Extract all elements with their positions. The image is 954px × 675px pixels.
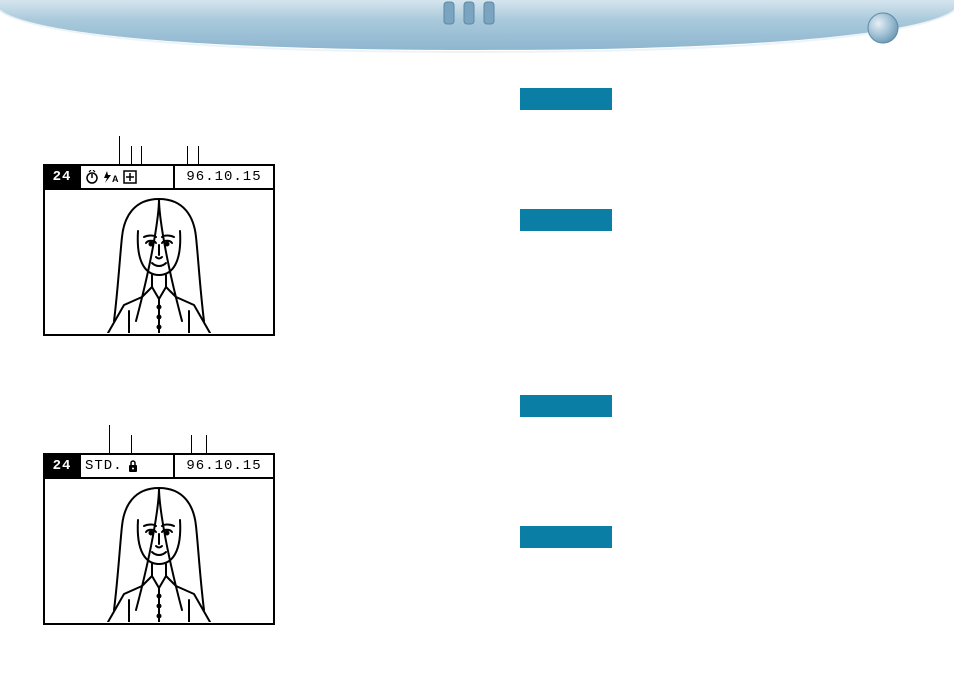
lock-icon [126,459,140,473]
lcd1-tick-d [187,146,188,164]
square-plus-icon [123,170,137,184]
lcd2-tick-a [109,425,110,453]
center-notches [444,2,494,24]
lcd-play: 24 STD. 96.10.15 [43,453,275,625]
svg-text:A: A [112,174,120,184]
record-date: 96.10.15 [175,166,273,188]
teal-marker-1 [520,88,612,110]
flash-auto-icon: A [102,170,120,184]
lcd-play-header: 24 STD. 96.10.15 [45,455,273,479]
lcd1-tick-e [198,146,199,164]
device-top-edge-svg [0,0,954,56]
lcd-record: 24 A 96.10.15 [43,164,275,336]
lcd2-tick-c [191,435,192,453]
lcd1-tick-b [131,146,132,164]
mode-label: STD. [85,458,123,474]
teal-marker-2 [520,209,612,231]
teal-marker-4 [520,526,612,548]
play-date: 96.10.15 [175,455,273,477]
lcd1-tick-c [141,146,142,164]
teal-marker-3 [520,395,612,417]
lcd-record-icons: A [79,166,175,188]
lcd-record-body [45,190,273,336]
portrait-illustration [74,193,244,333]
lcd2-tick-b [131,435,132,453]
frame-count-play: 24 [45,455,79,477]
frame-count: 24 [45,166,79,188]
device-top-edge [0,0,954,56]
lcd2-tick-d [206,435,207,453]
lcd1-tick-a [119,136,120,164]
portrait-illustration-2 [74,482,244,622]
lcd-play-body [45,479,273,625]
lcd-play-mid: STD. [79,455,175,477]
self-timer-icon [85,170,99,184]
round-button [868,13,898,43]
lcd-record-header: 24 A 96.10.15 [45,166,273,190]
